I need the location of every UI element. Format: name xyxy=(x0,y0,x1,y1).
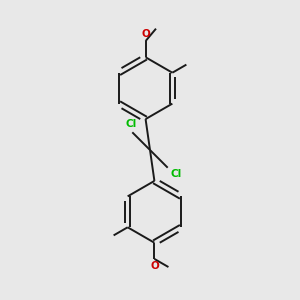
Text: Cl: Cl xyxy=(170,169,182,179)
Text: Cl: Cl xyxy=(125,119,136,129)
Text: O: O xyxy=(150,261,159,271)
Text: O: O xyxy=(141,29,150,39)
